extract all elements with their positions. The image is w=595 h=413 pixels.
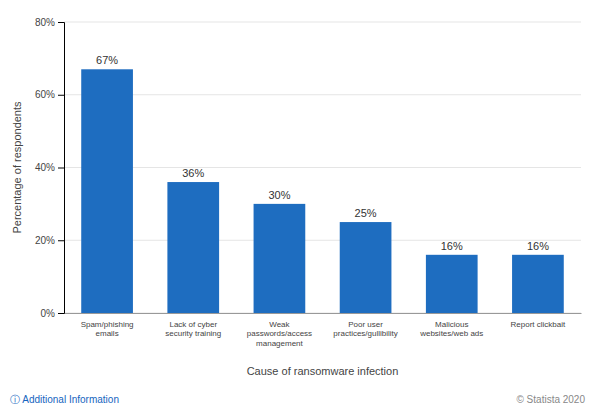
footer-note: ⓘ Additional Information bbox=[10, 394, 119, 405]
y-tick-label: 60% bbox=[35, 89, 55, 100]
x-tick-label-line: Lack of cyber bbox=[169, 320, 217, 329]
y-axis: 0% 20% 40% 60% 80% bbox=[35, 17, 65, 319]
bar bbox=[167, 182, 219, 313]
bar bbox=[254, 204, 306, 313]
x-tick-label-line: Poor user bbox=[348, 320, 383, 329]
grid bbox=[64, 22, 581, 313]
x-tick-label-line: websites/web ads bbox=[419, 329, 483, 338]
data-label: 30% bbox=[268, 189, 290, 201]
x-tick-label: Spam/phishingemails bbox=[81, 320, 134, 339]
y-tick: 40% bbox=[35, 162, 64, 173]
data-label: 25% bbox=[355, 207, 377, 219]
y-tick: 20% bbox=[35, 235, 64, 246]
chart-container: 67% 36% 30% 25% 16% 16% Spam/phishingemails Lac… bbox=[0, 0, 595, 413]
x-tick-label: Maliciouswebsites/web ads bbox=[419, 320, 483, 339]
chart-svg: 67% 36% 30% 25% 16% 16% Spam/phishingemails Lac… bbox=[0, 0, 595, 413]
x-tick-label-line: Spam/phishing bbox=[81, 320, 134, 329]
y-axis-line bbox=[58, 23, 65, 314]
bar bbox=[340, 222, 392, 313]
y-tick-label: 20% bbox=[35, 235, 55, 246]
x-tick-label: Lack of cybersecurity training bbox=[165, 320, 221, 339]
x-tick-label: Weakpasswords/accessmanagement bbox=[247, 320, 312, 348]
data-label: 36% bbox=[182, 167, 204, 179]
x-tick: Lack of cybersecurity training bbox=[165, 320, 221, 339]
grid-line bbox=[64, 22, 581, 23]
x-tick-label-line: emails bbox=[96, 329, 119, 338]
x-tick: Spam/phishingemails bbox=[81, 320, 134, 339]
y-tick-label: 40% bbox=[35, 162, 55, 173]
x-tick-label: Poor userpractices/gullibility bbox=[333, 320, 397, 339]
y-tick-label: 0% bbox=[41, 308, 56, 319]
grid-line bbox=[64, 94, 581, 95]
y-tick-mark bbox=[58, 168, 64, 169]
x-tick: Report clickbait bbox=[511, 320, 566, 329]
data-label: 67% bbox=[96, 54, 118, 66]
data-label: 16% bbox=[441, 240, 463, 252]
footer-note: © Statista 2020 bbox=[516, 394, 585, 405]
y-tick-mark bbox=[58, 95, 64, 96]
x-tick: Poor userpractices/gullibility bbox=[333, 320, 397, 339]
y-tick-mark bbox=[58, 313, 64, 314]
bars bbox=[81, 69, 564, 313]
y-tick: 0% bbox=[41, 308, 64, 319]
x-axis-line bbox=[65, 313, 582, 314]
x-tick-label-line: passwords/access bbox=[247, 329, 312, 338]
y-tick-mark bbox=[58, 22, 64, 23]
data-labels: 67% 36% 30% 25% 16% 16% bbox=[96, 54, 549, 252]
y-tick: 80% bbox=[35, 17, 64, 28]
x-tick-label-line: practices/gullibility bbox=[333, 329, 397, 338]
plot-area: 67% 36% 30% 25% 16% 16% Spam/phishingemails Lac… bbox=[35, 17, 582, 348]
y-tick-mark bbox=[58, 240, 64, 241]
y-tick: 60% bbox=[35, 89, 64, 100]
x-tick-label-line: management bbox=[256, 339, 303, 348]
grid-line bbox=[64, 313, 581, 314]
x-tick-label-line: Report clickbait bbox=[511, 320, 566, 329]
grid-line bbox=[64, 240, 581, 241]
x-tick: Maliciouswebsites/web ads bbox=[419, 320, 483, 339]
x-tick-label-line: Weak bbox=[269, 320, 290, 329]
data-label: 16% bbox=[527, 240, 549, 252]
x-tick: Weakpasswords/accessmanagement bbox=[247, 320, 312, 348]
x-axis: Spam/phishingemails Lack of cybersecurity… bbox=[65, 314, 582, 348]
grid-line bbox=[64, 167, 581, 168]
x-tick-label-line: security training bbox=[165, 329, 221, 338]
x-axis-title: Cause of ransomware infection bbox=[247, 365, 399, 377]
bar bbox=[512, 255, 564, 313]
x-tick-label-line: Malicious bbox=[435, 320, 468, 329]
y-tick-label: 80% bbox=[35, 17, 55, 28]
bar bbox=[81, 69, 133, 313]
bar bbox=[426, 255, 478, 313]
y-axis-title: Percentage of respondents bbox=[11, 101, 23, 234]
x-tick-label: Report clickbait bbox=[511, 320, 566, 329]
